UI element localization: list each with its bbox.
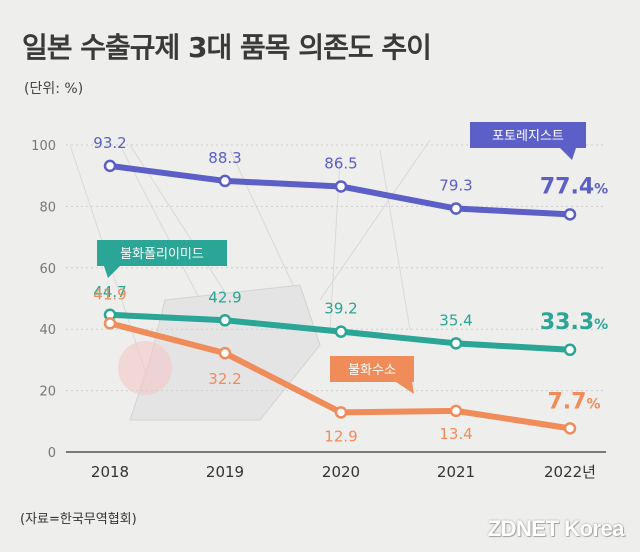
decor-line xyxy=(379,149,411,331)
data-label-last: 33.3% xyxy=(540,310,608,335)
callout-tail-hydrogen_fluoride xyxy=(396,382,414,394)
data-point xyxy=(334,180,348,193)
data-point xyxy=(563,343,577,357)
data-label: 42.9 xyxy=(208,288,241,306)
flag-circle xyxy=(118,341,172,395)
y-tick-label: 0 xyxy=(48,446,56,461)
x-tick-label: 2021 xyxy=(437,463,475,481)
data-label: 35.4 xyxy=(439,311,472,329)
value-labels: 93.2 88.3 86.5 79.3 77.4% 44.7 42.9 39.2 35.4 33.… xyxy=(93,134,608,446)
data-label: 13.4 xyxy=(439,425,472,443)
data-label: 41.9 xyxy=(93,285,126,303)
callout-box-photoresist xyxy=(470,122,586,148)
data-point xyxy=(334,325,348,338)
brand-logo: ZDNET Korea xyxy=(487,516,625,541)
decor-line xyxy=(319,139,431,301)
y-tick-label: 20 xyxy=(39,385,56,400)
unit-label: (단위: %) xyxy=(24,81,84,97)
data-label: 44.7 xyxy=(93,283,126,301)
x-tick-label: 2022년 xyxy=(544,463,596,481)
callout-box-hydrogen_fluoride xyxy=(330,356,414,382)
axes: 0 20 40 60 80 100 2018 2019 2020 2021 2022년 xyxy=(31,139,606,481)
data-point xyxy=(563,208,577,221)
y-tick-label: 40 xyxy=(39,323,56,338)
data-label: 79.3 xyxy=(439,177,472,195)
data-label: 88.3 xyxy=(208,149,241,167)
y-tick-label: 100 xyxy=(31,139,56,154)
data-label-last: 77.4% xyxy=(540,174,608,199)
data-label: 12.9 xyxy=(324,427,357,445)
data-point xyxy=(449,404,463,418)
data-point xyxy=(449,337,463,350)
callout-tail-photoresist xyxy=(560,148,576,160)
data-label: 39.2 xyxy=(324,300,357,318)
data-point xyxy=(218,314,232,327)
data-point xyxy=(218,174,232,188)
chart-title: 일본 수출규제 3대 품목 의존도 추이 xyxy=(22,31,432,64)
x-tick-label: 2019 xyxy=(206,463,244,481)
x-tick-label: 2018 xyxy=(91,463,129,481)
series-group xyxy=(103,159,577,435)
source-note: (자료=한국무역협회) xyxy=(20,512,137,527)
data-point xyxy=(218,346,232,360)
data-point xyxy=(449,202,463,215)
data-point xyxy=(563,422,577,435)
data-label: 86.5 xyxy=(324,154,357,172)
y-tick-label: 80 xyxy=(39,200,56,215)
data-label-last: 7.7% xyxy=(547,389,600,414)
x-tick-label: 2020 xyxy=(322,463,360,481)
data-point xyxy=(103,317,117,330)
data-point xyxy=(334,406,348,419)
callout-box-polyimide xyxy=(97,240,227,266)
callout-label-hydrogen_fluoride: 불화수소 xyxy=(348,363,396,378)
decor-line xyxy=(229,149,301,301)
callout-label-photoresist: 포토레지스트 xyxy=(492,129,564,144)
callout-tail-polyimide xyxy=(104,266,120,278)
data-label: 93.2 xyxy=(93,134,126,152)
data-point xyxy=(103,159,117,173)
data-label: 32.2 xyxy=(208,370,241,388)
callout-label-polyimide: 불화폴리이미드 xyxy=(120,247,204,262)
y-tick-label: 60 xyxy=(39,262,56,277)
